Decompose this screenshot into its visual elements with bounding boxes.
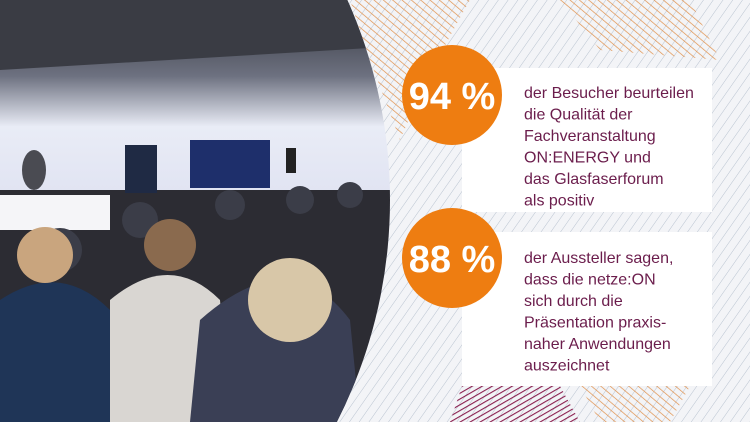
stat-description: Präsentation praxis-	[524, 315, 666, 332]
stat-description: sich durch die	[524, 293, 623, 310]
orange-pattern	[560, 0, 720, 60]
event-photo	[0, 0, 390, 422]
stat-description: die Qualität der	[524, 107, 633, 124]
stat-description: auszeichnet	[524, 358, 610, 375]
stat-figure: 88 %	[409, 239, 496, 281]
stat-figure: 94 %	[409, 76, 496, 118]
stat-description: der Besucher beurteilen	[524, 85, 694, 102]
purple-pattern	[450, 386, 580, 422]
stat-description: der Aussteller sagen,	[524, 250, 673, 267]
stat-description: ON:ENERGY und	[524, 150, 651, 167]
stat-description: dass die netze:ON	[524, 272, 656, 289]
stat-circle	[402, 45, 502, 145]
stat-description: Fachveranstaltung	[524, 128, 656, 145]
stat-description: naher Anwendungen	[524, 336, 671, 353]
stat-description: das Glasfaserforum	[524, 171, 664, 188]
stat-description: als positiv	[524, 193, 594, 210]
stat-circle	[402, 208, 502, 308]
text-box	[462, 232, 712, 386]
orange-pattern	[580, 386, 690, 422]
text-box	[462, 68, 712, 212]
